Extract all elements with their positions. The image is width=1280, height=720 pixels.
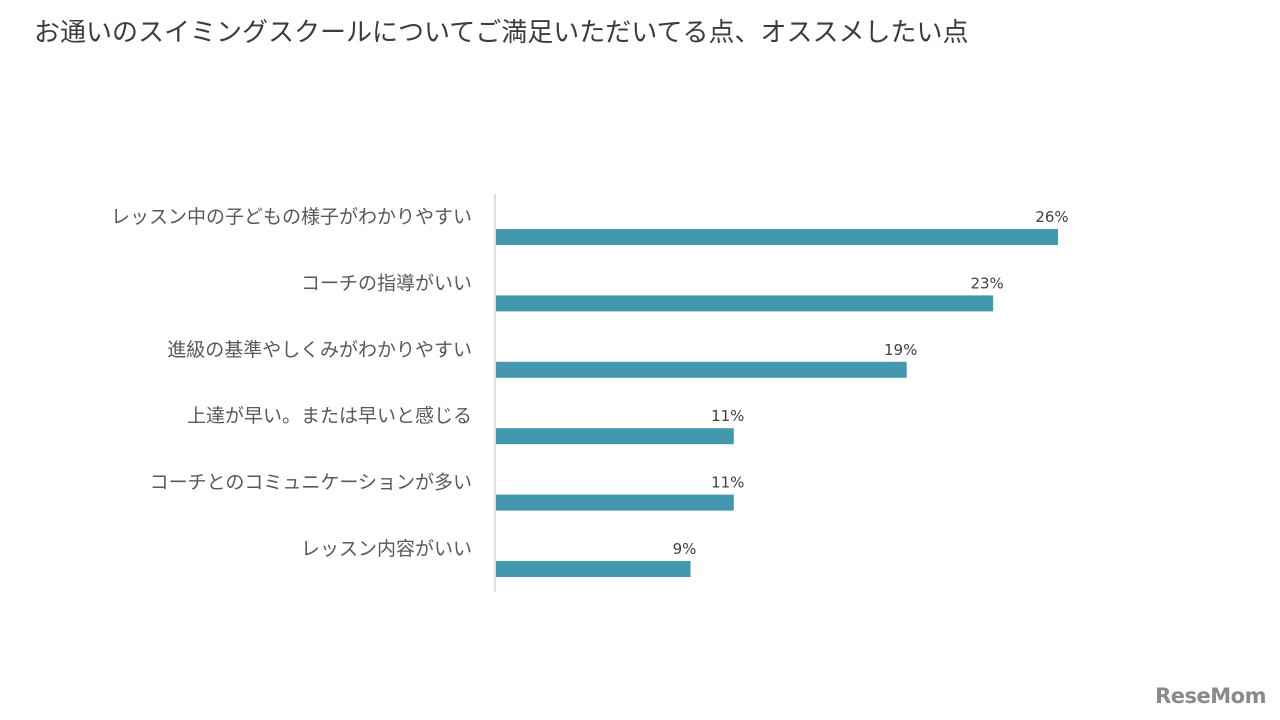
bar bbox=[496, 428, 734, 445]
category-label: コーチとのコミュニケーションが多い bbox=[150, 472, 472, 494]
category-label: 上達が早い。または早いと感じる bbox=[187, 405, 472, 427]
value-label: 26% bbox=[1035, 208, 1068, 226]
value-label: 9% bbox=[673, 540, 697, 558]
bars-layer: レッスン中の子どもの様子がわかりやすい 26% コーチの指導がいい 23% 進級の基準や… bbox=[111, 206, 1069, 577]
value-label: 11% bbox=[711, 474, 744, 492]
resemom-logo: ReseMom bbox=[1155, 684, 1266, 708]
page-title: お通いのスイミングスクールについてご満足いただいてる点、オススメしたい点 bbox=[34, 18, 969, 48]
bar bbox=[496, 229, 1058, 245]
category-label: レッスン中の子どもの様子がわかりやすい bbox=[111, 206, 472, 228]
bar bbox=[496, 494, 734, 511]
value-label: 23% bbox=[970, 274, 1003, 292]
category-label: コーチの指導がいい bbox=[301, 272, 472, 294]
value-label: 11% bbox=[711, 407, 744, 425]
category-label: 進級の基準やしくみがわかりやすい bbox=[167, 339, 472, 361]
category-label: レッスン内容がいい bbox=[301, 538, 472, 560]
value-label: 19% bbox=[884, 341, 917, 359]
bar bbox=[496, 295, 994, 312]
bar bbox=[496, 561, 691, 577]
bar bbox=[496, 361, 907, 378]
